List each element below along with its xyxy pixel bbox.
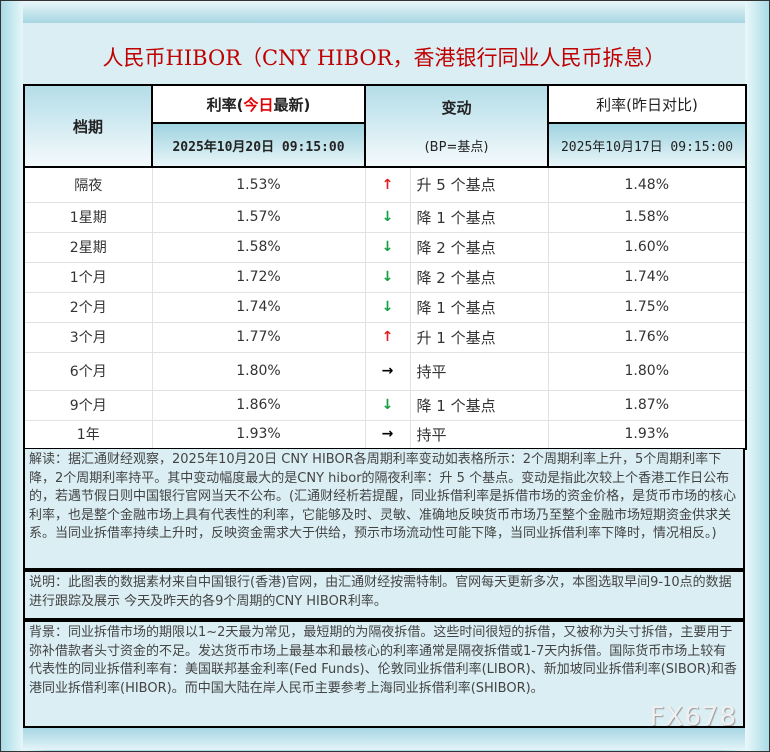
prev-rate-cell: 1.75%: [547, 291, 748, 323]
today-rate-cell: 1.58%: [151, 231, 366, 263]
change-cell: 升 5 个基点: [409, 166, 549, 203]
prev-rate-cell: 1.74%: [547, 261, 748, 293]
period-cell: 6个月: [23, 351, 153, 391]
arrow-down-icon: ↓: [364, 201, 411, 233]
table-row: 2星期 1.58% ↓ 降 2 个基点 1.60%: [23, 231, 748, 263]
period-cell: 9个月: [23, 389, 153, 421]
arrow-up-icon: ↑: [364, 166, 411, 203]
header-prev: 利率(昨日对比): [547, 84, 748, 124]
period-cell: 1年: [23, 419, 153, 450]
arrow-down-icon: ↓: [364, 261, 411, 293]
header-today-time: 2025年10月20日 09:15:00: [151, 122, 366, 168]
arrow-down-icon: ↓: [364, 231, 411, 263]
change-cell: 降 2 个基点: [409, 261, 549, 293]
today-rate-cell: 1.93%: [151, 419, 366, 450]
change-cell: 降 1 个基点: [409, 201, 549, 233]
change-cell: 持平: [409, 419, 549, 450]
interpretation-note: 解读：据汇通财经观察，2025年10月20日 CNY HIBOR各周期利率变动如…: [23, 449, 745, 570]
header-change: 变动 (BP=基点): [363, 84, 550, 168]
table-row: 9个月 1.86% ↓ 降 1 个基点 1.87%: [23, 389, 748, 421]
header-today: 利率(今日最新): [151, 84, 366, 124]
period-cell: 1个月: [23, 261, 153, 293]
arrow-flat-icon: →: [364, 351, 411, 391]
header-prev-time: 2025年10月17日 09:15:00: [547, 122, 748, 168]
today-rate-cell: 1.72%: [151, 261, 366, 293]
explanation-note: 说明：此图表的数据素材来自中国银行(香港)官网，由汇通财经按需特制。官网每天更新…: [23, 570, 745, 620]
today-rate-cell: 1.77%: [151, 321, 366, 353]
prev-rate-cell: 1.48%: [547, 166, 748, 203]
arrow-up-icon: ↑: [364, 321, 411, 353]
change-cell: 降 1 个基点: [409, 291, 549, 323]
panel: 人民币HIBOR（CNY HIBOR，香港银行同业人民币拆息） 档期 利率(今日…: [23, 23, 748, 728]
table-row: 6个月 1.80% → 持平 1.80%: [23, 351, 748, 391]
table-row: 隔夜 1.53% ↑ 升 5 个基点 1.48%: [23, 166, 748, 203]
arrow-down-icon: ↓: [364, 291, 411, 323]
table-row: 1个月 1.72% ↓ 降 2 个基点 1.74%: [23, 261, 748, 293]
page-title: 人民币HIBOR（CNY HIBOR，香港银行同业人民币拆息）: [102, 46, 666, 70]
prev-rate-cell: 1.93%: [547, 419, 748, 450]
today-rate-cell: 1.86%: [151, 389, 366, 421]
today-rate-cell: 1.80%: [151, 351, 366, 391]
change-cell: 降 1 个基点: [409, 389, 549, 421]
prev-rate-cell: 1.87%: [547, 389, 748, 421]
table-row: 3个月 1.77% ↑ 升 1 个基点 1.76%: [23, 321, 748, 353]
top-border: [23, 1, 745, 23]
bottom-border: [23, 728, 745, 750]
prev-rate-cell: 1.76%: [547, 321, 748, 353]
watermark-logo: FX678: [649, 701, 737, 728]
change-cell: 持平: [409, 351, 549, 391]
period-cell: 1星期: [23, 201, 153, 233]
change-cell: 降 2 个基点: [409, 231, 549, 263]
prev-rate-cell: 1.60%: [547, 231, 748, 263]
background-note: 背景：同业拆借市场的期限以1~2天最为常见，最短期的为隔夜拆借。这些时间很短的拆…: [23, 620, 745, 728]
today-rate-cell: 1.74%: [151, 291, 366, 323]
prev-rate-cell: 1.58%: [547, 201, 748, 233]
change-cell: 升 1 个基点: [409, 321, 549, 353]
table-row: 2个月 1.74% ↓ 降 1 个基点 1.75%: [23, 291, 748, 323]
table-row: 1年 1.93% → 持平 1.93%: [23, 419, 748, 450]
table-row: 1星期 1.57% ↓ 降 1 个基点 1.58%: [23, 201, 748, 233]
hibor-table: 档期 利率(今日最新) 变动 (BP=基点) 利率(昨日对比) 2025年10月2…: [23, 84, 748, 450]
today-rate-cell: 1.57%: [151, 201, 366, 233]
period-cell: 隔夜: [23, 166, 153, 203]
period-cell: 2个月: [23, 291, 153, 323]
arrow-flat-icon: →: [364, 419, 411, 450]
header-period: 档期: [23, 84, 153, 168]
arrow-down-icon: ↓: [364, 389, 411, 421]
period-cell: 2星期: [23, 231, 153, 263]
period-cell: 3个月: [23, 321, 153, 353]
prev-rate-cell: 1.80%: [547, 351, 748, 391]
today-rate-cell: 1.53%: [151, 166, 366, 203]
